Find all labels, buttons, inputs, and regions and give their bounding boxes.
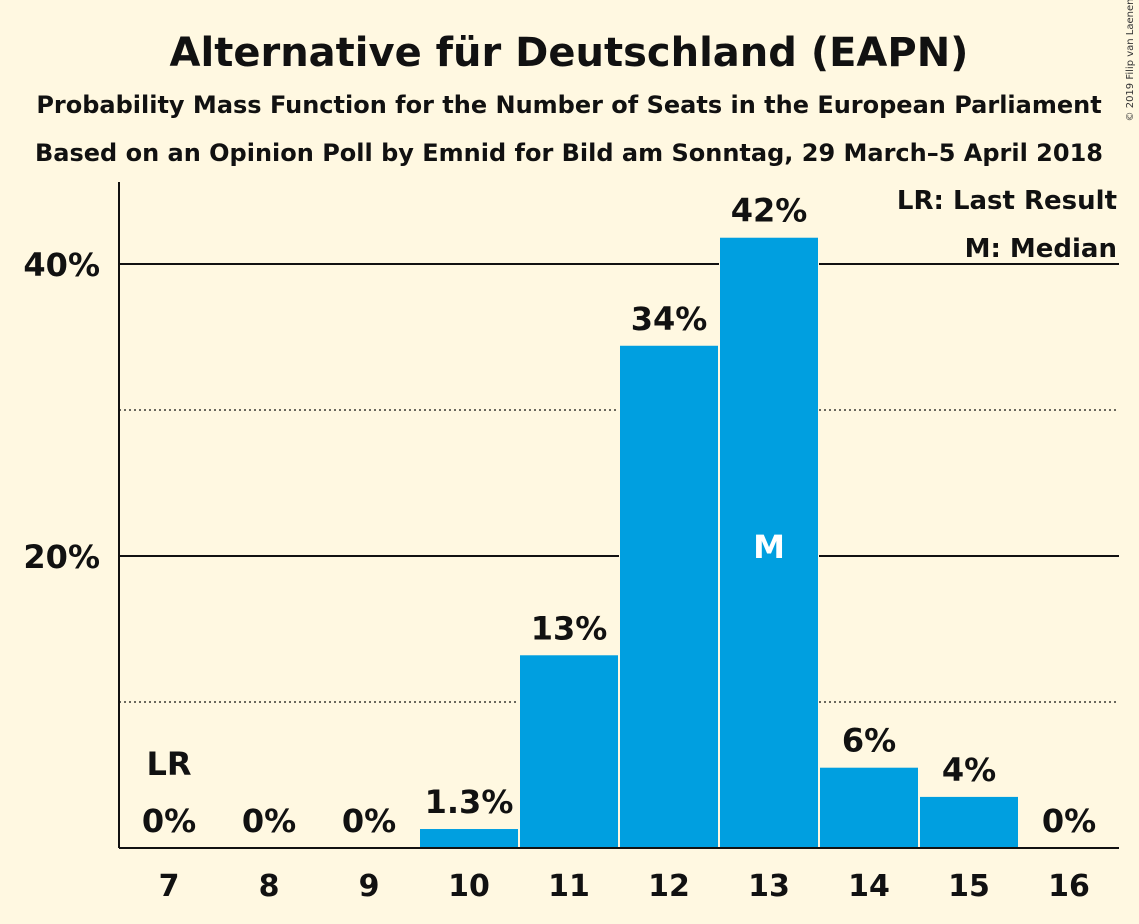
x-tick-label: 7 [159,869,180,904]
x-tick-label: 9 [359,869,380,904]
x-tick-label: 16 [1048,869,1090,904]
x-tick-label: 12 [648,869,690,904]
x-tick-label: 15 [948,869,990,904]
chart-subtitle-poll: Based on an Opinion Poll by Emnid for Bi… [35,139,1103,167]
median-marker: M [753,528,785,566]
legend-last-result: LR: Last Result [897,186,1117,216]
x-tick-label: 8 [259,869,280,904]
bar-15 [920,796,1018,848]
data-label: 0% [242,802,296,840]
data-label: 13% [531,609,608,647]
x-tick-label: 14 [848,869,890,904]
bar-12 [620,345,718,848]
x-tick-label: 11 [548,869,590,904]
data-label: 34% [631,300,708,338]
last-result-marker: LR [146,745,191,783]
chart-title: Alternative für Deutschland (EAPN) [170,30,969,76]
chart-subtitle: Probability Mass Function for the Number… [36,91,1101,119]
data-labels: 0% LR 0% 0% 1.3% 13% 34% 42% M 6% 4% 0% [142,192,1096,840]
data-label: 0% [1042,802,1096,840]
x-tick-label: 10 [448,869,490,904]
legend-median: M: Median [965,234,1117,264]
data-label: 4% [942,751,996,789]
data-label: 42% [731,192,808,230]
y-tick-label: 20% [23,538,100,576]
bar-11 [520,655,618,848]
data-label: 0% [342,802,396,840]
bar-14 [820,767,918,848]
axes: 20% 40% 7 8 9 10 11 12 13 14 15 16 [23,182,1119,904]
copyright-note: © 2019 Filip van Laenen [1125,0,1136,121]
bar-10 [420,829,518,848]
y-tick-label: 40% [23,246,100,284]
bars [419,236,1019,849]
data-label: 6% [842,722,896,760]
data-label: 0% [142,802,196,840]
x-tick-label: 13 [748,869,790,904]
bar-13 [720,237,818,849]
data-label: 1.3% [425,783,514,821]
